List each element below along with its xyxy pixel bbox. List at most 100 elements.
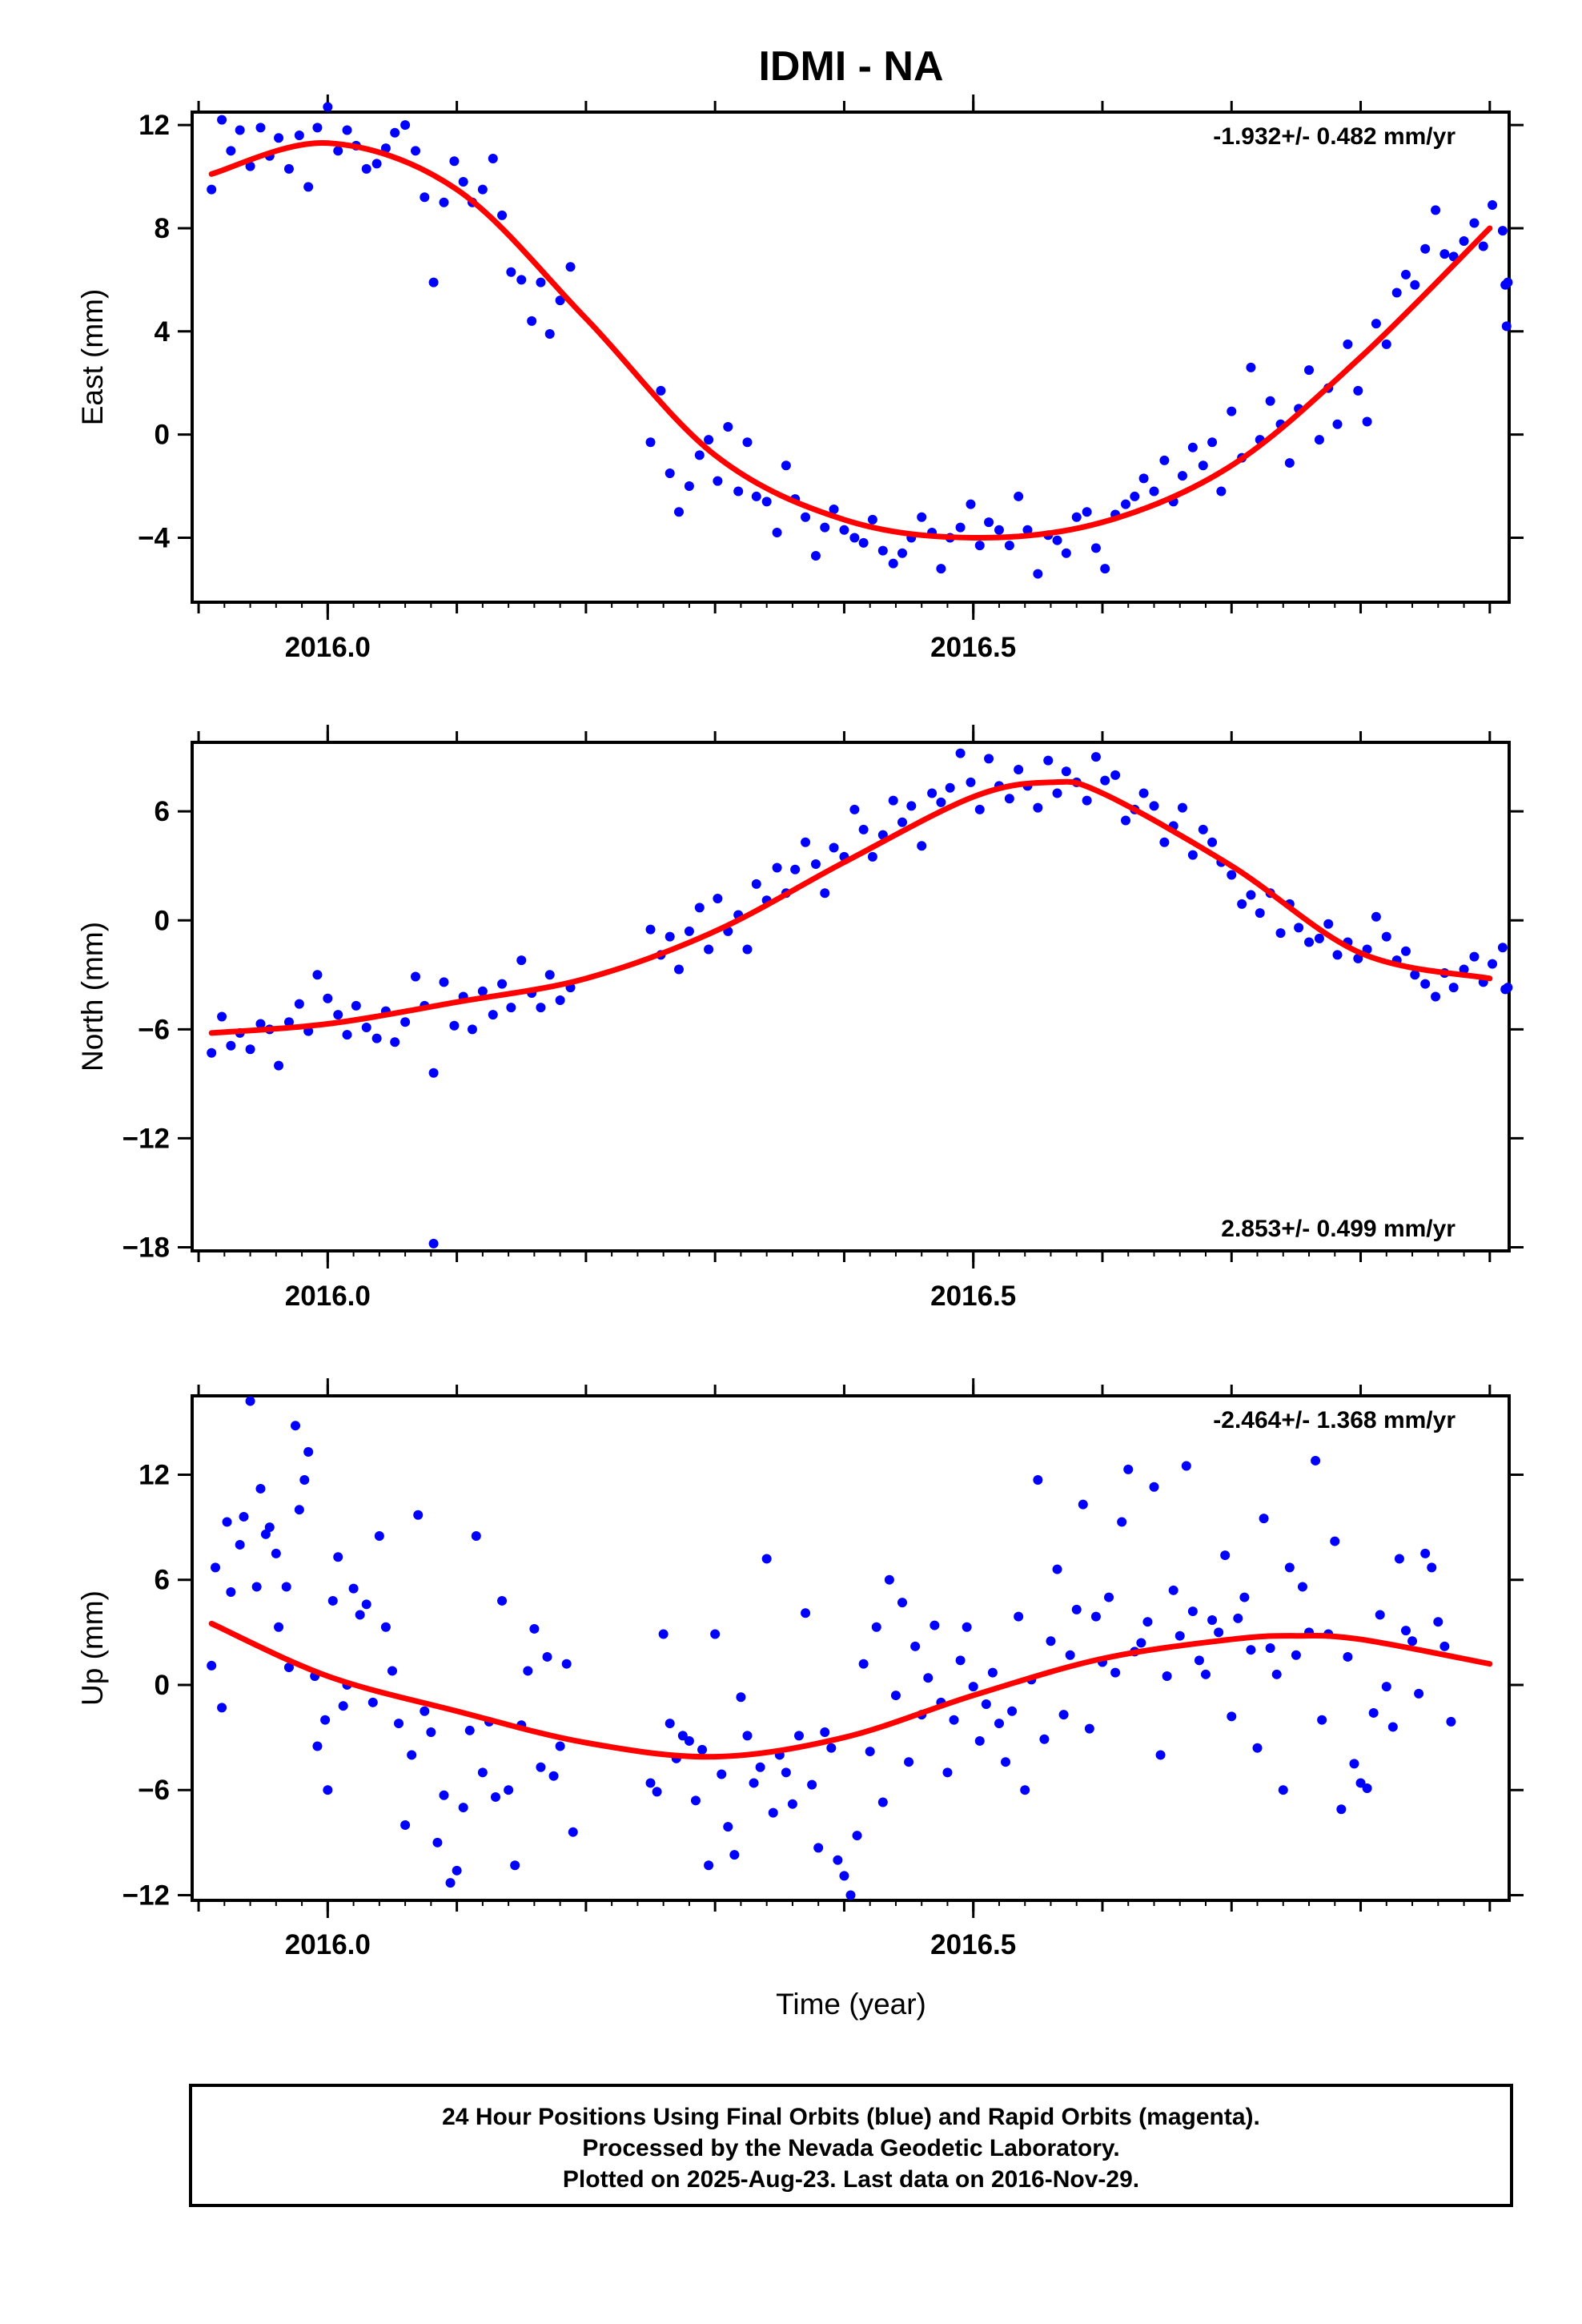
data-point <box>361 1599 371 1610</box>
data-point <box>665 468 675 478</box>
data-point <box>471 1531 481 1541</box>
data-point <box>1168 1585 1178 1595</box>
data-point <box>1043 755 1054 766</box>
plot-frame <box>191 111 1511 604</box>
data-point <box>527 316 537 326</box>
data-point <box>1201 1669 1211 1679</box>
data-point <box>684 1735 694 1746</box>
data-point <box>1275 928 1286 939</box>
data-point <box>1332 419 1343 429</box>
data-point <box>1349 1759 1359 1769</box>
data-point <box>871 1622 881 1632</box>
data-point <box>1071 512 1082 522</box>
data-point <box>217 1011 227 1022</box>
data-point <box>544 329 555 340</box>
data-point <box>1265 1643 1275 1653</box>
data-point <box>897 817 908 827</box>
data-point <box>407 1750 417 1760</box>
data-point <box>793 1731 804 1741</box>
data-point <box>1255 908 1265 919</box>
data-point <box>1194 1655 1204 1666</box>
data-point <box>665 1719 675 1729</box>
data-point <box>506 1003 516 1013</box>
data-point <box>768 1807 778 1818</box>
data-point <box>884 1574 894 1585</box>
data-point <box>1207 837 1218 847</box>
data-point <box>1136 1638 1146 1648</box>
data-point <box>1033 569 1043 579</box>
data-point <box>428 1068 439 1078</box>
data-point <box>906 801 917 811</box>
data-point <box>761 1554 772 1564</box>
data-point <box>1446 1716 1456 1727</box>
data-point <box>733 486 744 497</box>
data-point <box>516 955 527 966</box>
data-point <box>1082 507 1092 517</box>
footer-box <box>189 2084 1513 2207</box>
data-point <box>1353 953 1363 963</box>
data-point <box>1381 1682 1391 1692</box>
data-point <box>245 1044 255 1055</box>
y-tick-label: −18 <box>122 1232 170 1263</box>
data-point <box>1110 1667 1121 1678</box>
data-point <box>283 1017 294 1027</box>
data-point <box>1381 931 1391 942</box>
data-point <box>829 505 839 515</box>
data-point <box>1394 1554 1404 1564</box>
data-point <box>235 125 245 135</box>
data-point <box>694 450 705 460</box>
data-point <box>1400 269 1411 279</box>
data-point <box>312 123 323 133</box>
data-point <box>772 528 782 538</box>
data-point <box>488 1010 498 1020</box>
data-point <box>829 842 839 853</box>
rate-label: -1.932+/- 0.482 mm/yr <box>1213 123 1456 150</box>
data-point <box>1001 1757 1011 1767</box>
data-point <box>1427 1562 1437 1573</box>
data-point <box>355 1610 365 1620</box>
data-point <box>1314 435 1324 445</box>
figure-title: IDMI - NA <box>758 43 943 90</box>
data-point <box>303 1447 314 1457</box>
panel-3: 2016.0 2016.5 −12 −6 0 6 12 Up (mm) -2.464+/- 1.… <box>76 1378 1524 1960</box>
data-point <box>1410 970 1420 980</box>
data-point <box>713 476 723 486</box>
data-point <box>1414 1688 1424 1699</box>
data-point <box>665 931 675 942</box>
data-point <box>504 1785 514 1795</box>
data-point <box>723 421 733 432</box>
data-point <box>936 797 946 807</box>
data-point <box>1469 218 1480 228</box>
data-point <box>1237 899 1247 909</box>
data-point <box>477 184 488 195</box>
data-point <box>910 1641 921 1651</box>
data-point <box>338 1701 348 1711</box>
data-point <box>439 977 449 987</box>
data-point <box>312 1741 323 1751</box>
data-point <box>1207 437 1218 448</box>
data-point <box>674 964 685 975</box>
data-point <box>820 522 830 533</box>
data-point <box>1177 471 1187 481</box>
data-point <box>717 1769 727 1779</box>
footer-line-1: 24 Hour Positions Using Final Orbits (bl… <box>442 2104 1260 2130</box>
data-point <box>255 1019 266 1029</box>
data-point <box>858 537 869 548</box>
data-point <box>1233 1613 1243 1623</box>
data-point <box>713 894 723 904</box>
data-point <box>1304 365 1315 376</box>
data-point <box>239 1511 249 1522</box>
data-point <box>930 1620 940 1630</box>
data-point <box>645 1778 656 1788</box>
data-point <box>467 1024 477 1035</box>
data-point <box>1155 1750 1166 1760</box>
y-tick-label: 0 <box>155 905 170 936</box>
data-point <box>283 1663 294 1673</box>
data-point <box>342 125 352 135</box>
data-point <box>867 514 877 525</box>
data-point <box>1033 802 1043 813</box>
data-point <box>294 999 304 1009</box>
data-point <box>1123 1464 1134 1474</box>
data-point <box>751 491 761 501</box>
data-point <box>1187 1606 1198 1617</box>
